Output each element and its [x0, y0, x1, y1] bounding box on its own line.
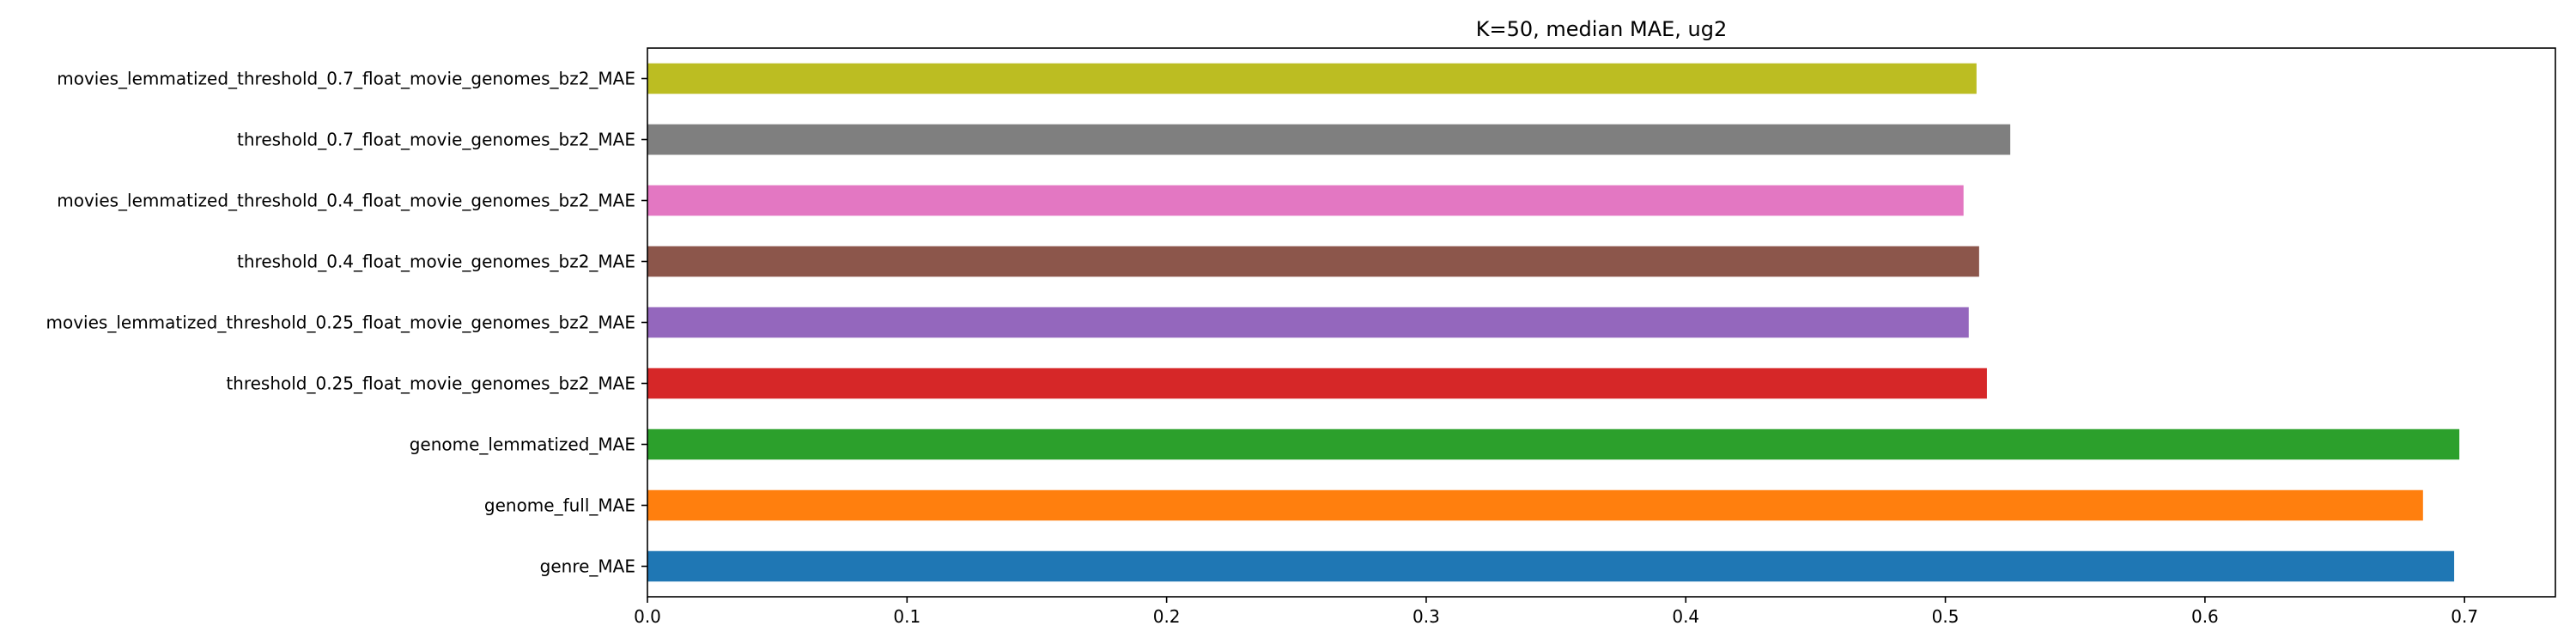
bar-8	[647, 63, 1977, 94]
y-tick-label-5: threshold_0.4_float_movie_genomes_bz2_MA…	[237, 252, 635, 272]
bar-4	[647, 307, 1969, 338]
plot-frame	[647, 47, 2556, 598]
bars-layer	[647, 63, 2460, 582]
bar-1	[647, 489, 2423, 521]
x-tick-label-4: 0.4	[1672, 606, 1699, 627]
x-tick-label-7: 0.7	[2451, 606, 2478, 627]
x-tick-label-2: 0.2	[1153, 606, 1181, 627]
x-tick-label-6: 0.6	[2191, 606, 2219, 627]
bar-3	[647, 368, 1987, 399]
y-tick-label-1: genome_full_MAE	[484, 495, 635, 516]
y-tick-label-3: threshold_0.25_float_movie_genomes_bz2_M…	[226, 374, 635, 394]
y-tick-label-7: threshold_0.7_float_movie_genomes_bz2_MA…	[237, 130, 635, 150]
x-tick-label-5: 0.5	[1932, 606, 1959, 627]
bar-7	[647, 124, 2011, 155]
y-tick-label-6: movies_lemmatized_threshold_0.4_float_mo…	[57, 191, 635, 211]
x-tick-label-1: 0.1	[893, 606, 920, 627]
y-tick-label-0: genre_MAE	[540, 556, 635, 577]
x-axis: 0.0 0.1 0.2 0.3 0.4 0.5 0.6 0.7	[634, 597, 2478, 627]
x-tick-label-3: 0.3	[1413, 606, 1440, 627]
bar-2	[647, 428, 2460, 460]
bar-5	[647, 246, 1979, 277]
y-tick-label-4: movies_lemmatized_threshold_0.25_float_m…	[46, 313, 636, 333]
y-tick-label-8: movies_lemmatized_threshold_0.7_float_mo…	[57, 69, 635, 89]
bar-0	[647, 550, 2455, 582]
chart-title: K=50, median MAE, ug2	[1476, 17, 1728, 41]
y-tick-labels: genre_MAE genome_full_MAE genome_lemmatize…	[46, 69, 647, 577]
x-tick-label-0: 0.0	[634, 606, 661, 627]
bar-6	[647, 185, 1964, 216]
y-tick-label-2: genome_lemmatized_MAE	[410, 434, 635, 455]
